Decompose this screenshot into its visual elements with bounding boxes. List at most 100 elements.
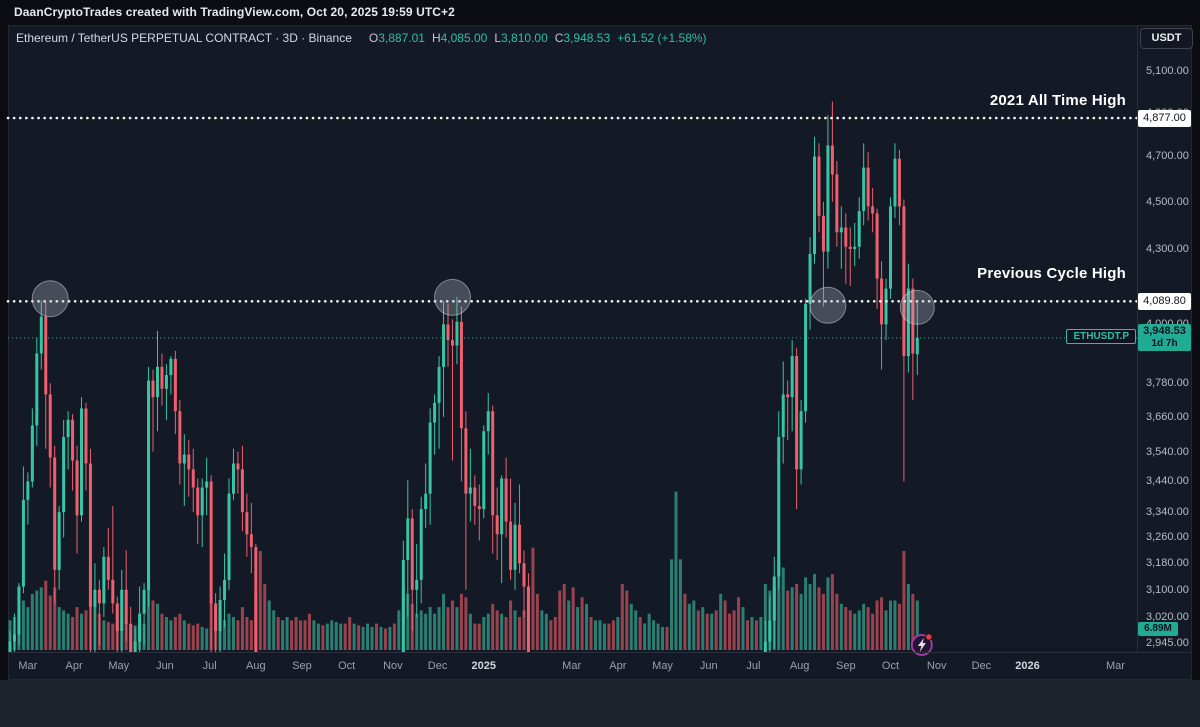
symbol-title[interactable]: Ethereum / TetherUS PERPETUAL CONTRACT ·… bbox=[16, 31, 352, 45]
volume-bar bbox=[316, 623, 320, 650]
candle-body bbox=[35, 353, 39, 426]
volume-bar bbox=[39, 587, 43, 650]
volume-bar bbox=[281, 620, 285, 650]
highlight-circle-drawing[interactable] bbox=[434, 278, 471, 316]
volume-bar bbox=[450, 600, 454, 650]
volume-layer bbox=[8, 491, 919, 651]
candle-body bbox=[44, 316, 48, 395]
price-scale[interactable]: 5,100.004,900.004,700.004,500.004,300.00… bbox=[1137, 25, 1192, 652]
volume-bar bbox=[276, 617, 280, 650]
volume-bar bbox=[486, 613, 490, 650]
candle-body bbox=[8, 641, 12, 652]
candle-body bbox=[477, 506, 481, 510]
candle-body bbox=[106, 556, 110, 580]
volume-bar bbox=[754, 620, 758, 650]
volume-bar bbox=[173, 617, 177, 650]
volume-bar bbox=[504, 617, 508, 650]
candle-body bbox=[53, 457, 57, 570]
candle-body bbox=[249, 534, 253, 547]
volume-bar bbox=[200, 626, 204, 650]
candle-body bbox=[415, 579, 419, 590]
candle-body bbox=[455, 321, 459, 346]
chart-panel[interactable] bbox=[8, 25, 1192, 680]
event-badge[interactable] bbox=[910, 633, 933, 656]
price-line-symbol-tag[interactable]: ETHUSDT.P bbox=[1066, 328, 1136, 344]
candle-body bbox=[808, 254, 812, 304]
candle-body bbox=[39, 316, 43, 354]
attribution-text: DaanCryptoTrades created with TradingVie… bbox=[14, 5, 455, 19]
time-axis-month-label: Mar bbox=[1105, 660, 1125, 672]
volume-bar bbox=[884, 610, 888, 650]
volume-bar bbox=[26, 607, 30, 650]
volume-bar bbox=[906, 584, 910, 650]
time-axis-month-label: Aug bbox=[789, 660, 810, 672]
volume-bar bbox=[370, 626, 374, 650]
candle-body bbox=[17, 586, 21, 635]
candle-body bbox=[48, 394, 52, 458]
price-tick-label: 3,180.00 bbox=[1146, 557, 1189, 570]
candle-body bbox=[254, 547, 258, 652]
candle-body bbox=[120, 589, 124, 631]
volume-bar bbox=[732, 610, 736, 650]
volume-bar bbox=[357, 625, 361, 651]
volume-bar bbox=[75, 607, 79, 650]
volume-bar bbox=[71, 617, 75, 650]
volume-bar bbox=[544, 613, 548, 650]
volume-bar bbox=[888, 600, 892, 650]
volume-bar bbox=[106, 622, 110, 651]
volume-bar bbox=[826, 577, 830, 650]
volume-bar bbox=[482, 617, 486, 650]
volume-bar bbox=[303, 620, 307, 650]
highlight-circle-drawing[interactable] bbox=[809, 286, 847, 324]
price-tick-label: 3,540.00 bbox=[1146, 445, 1189, 458]
volume-bar bbox=[687, 603, 691, 650]
time-axis-month-label: Aug bbox=[246, 660, 266, 672]
volume-bar bbox=[866, 607, 870, 650]
volume-bar bbox=[692, 600, 696, 650]
volume-bar bbox=[558, 590, 562, 650]
volume-bar bbox=[223, 620, 227, 650]
volume-bar bbox=[817, 587, 821, 650]
candle-body bbox=[781, 394, 785, 437]
candle-body bbox=[75, 460, 79, 516]
time-scale[interactable]: Mar Apr May Jun Jul Aug Sep Oct Nov Dec 2025 Mar Apr… bbox=[8, 652, 1192, 681]
candle-body bbox=[495, 515, 499, 535]
symbol-header[interactable]: Ethereum / TetherUS PERPETUAL CONTRACT ·… bbox=[16, 31, 707, 45]
highlight-circle-drawing[interactable] bbox=[899, 289, 935, 325]
candle-body bbox=[88, 463, 92, 607]
candle-body bbox=[66, 419, 70, 438]
volume-bar bbox=[665, 626, 669, 650]
volume-bar bbox=[616, 617, 620, 650]
volume-bar bbox=[625, 590, 629, 650]
candle-body bbox=[30, 425, 34, 482]
candle-body bbox=[799, 411, 803, 470]
volume-bar bbox=[629, 603, 633, 650]
candle-body bbox=[240, 469, 244, 513]
volume-bar bbox=[598, 620, 602, 650]
volume-bar bbox=[723, 600, 727, 650]
volume-bar bbox=[763, 584, 767, 650]
time-axis-month-label: Nov bbox=[926, 660, 947, 672]
volume-bar bbox=[459, 593, 463, 650]
highlight-circle-drawing[interactable] bbox=[31, 280, 69, 318]
candle-body bbox=[772, 576, 776, 621]
time-axis-month-label: May bbox=[108, 660, 130, 672]
time-axis-month-label: Sep bbox=[292, 660, 312, 672]
volume-bar bbox=[446, 607, 450, 650]
volume-bar bbox=[57, 607, 61, 650]
candle-body bbox=[437, 366, 441, 403]
candle-body bbox=[522, 563, 526, 587]
volume-bar bbox=[160, 613, 164, 650]
last-price-value: 3,948.53 bbox=[1143, 324, 1186, 337]
currency-toggle-button[interactable]: USDT bbox=[1140, 28, 1193, 49]
candle-body bbox=[424, 493, 428, 510]
volume-bar bbox=[361, 626, 365, 650]
ohlc-key: H bbox=[431, 31, 441, 45]
candle-body bbox=[848, 246, 852, 250]
candle-body bbox=[209, 481, 213, 604]
candle-body bbox=[826, 145, 830, 252]
volume-bar bbox=[705, 613, 709, 650]
volume-bar bbox=[477, 623, 481, 650]
